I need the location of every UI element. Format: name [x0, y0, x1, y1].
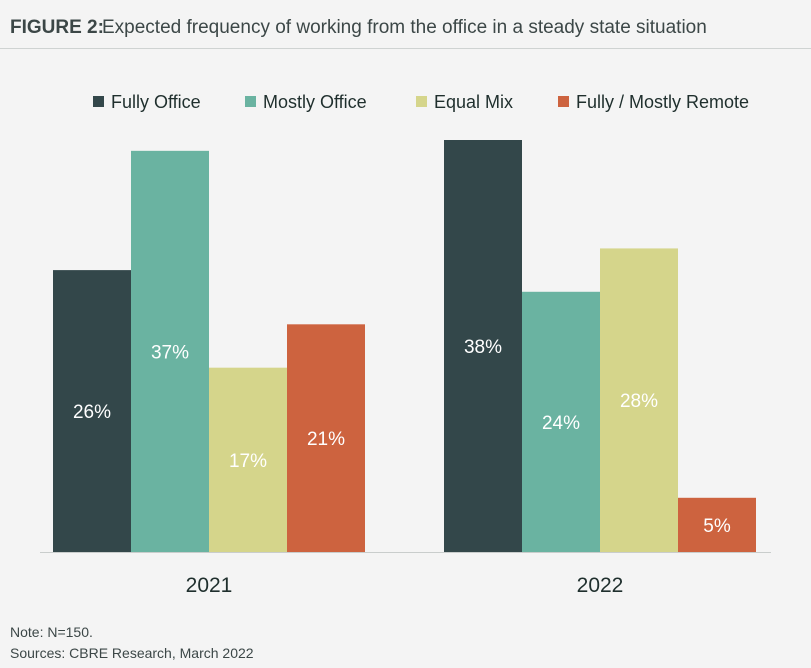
legend-label-fully-office: Fully Office [111, 92, 201, 112]
legend-label-remote: Fully / Mostly Remote [576, 92, 750, 112]
data-label-remote-2021: 21% [307, 429, 345, 450]
bar-remote-2022 [678, 497, 756, 552]
category-label-2021: 2021 [186, 574, 233, 597]
legend: Fully Office Mostly Office Equal Mix Ful… [0, 92, 811, 118]
data-label-mostly-office-2022: 24% [542, 413, 580, 434]
legend-item-equal-mix: Equal Mix [416, 92, 513, 113]
data-label-fully-office-2022: 38% [464, 337, 502, 358]
note-text: Note: N=150. [10, 624, 93, 640]
data-label-fully-office-2021: 26% [73, 402, 111, 423]
legend-swatch-fully-office [93, 96, 104, 107]
data-label-equal-mix-2021: 17% [229, 451, 267, 472]
legend-swatch-mostly-office [245, 96, 256, 107]
data-label-mostly-office-2021: 37% [151, 342, 189, 363]
legend-item-fully-office: Fully Office [93, 92, 201, 113]
figure-label: FIGURE 2: [10, 17, 104, 38]
legend-label-mostly-office: Mostly Office [263, 92, 367, 112]
bar-fully-office-2021 [53, 270, 131, 552]
data-label-remote-2022: 5% [703, 516, 731, 537]
bar-remote-2021 [287, 324, 365, 552]
figure-title: Expected frequency of working from the o… [102, 17, 707, 38]
bar-equal-mix-2022 [600, 248, 678, 552]
legend-label-equal-mix: Equal Mix [434, 92, 514, 112]
bar-fully-office-2022 [444, 140, 522, 552]
data-label-equal-mix-2022: 28% [620, 391, 658, 412]
title-bar: FIGURE 2: Expected frequency of working … [0, 0, 811, 49]
source-text: Sources: CBRE Research, March 2022 [10, 645, 254, 661]
legend-item-remote: Fully / Mostly Remote [558, 92, 749, 113]
legend-swatch-equal-mix [416, 96, 427, 107]
category-label-2022: 2022 [577, 574, 624, 597]
legend-item-mostly-office: Mostly Office [245, 92, 367, 113]
legend-swatch-remote [558, 96, 569, 107]
bar-mostly-office-2021 [131, 150, 209, 552]
bar-mostly-office-2022 [522, 291, 600, 552]
bar-equal-mix-2021 [209, 367, 287, 552]
